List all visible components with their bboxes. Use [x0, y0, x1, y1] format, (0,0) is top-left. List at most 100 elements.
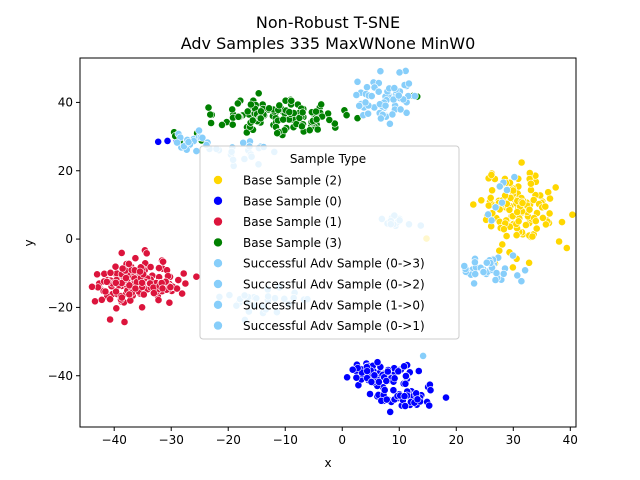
x-tick-label: 20 [449, 433, 464, 447]
chart-title: Non-Robust T-SNE [256, 13, 400, 32]
scatter-point [192, 147, 201, 155]
scatter-point [243, 107, 252, 116]
scatter-point [88, 282, 96, 291]
scatter-point [254, 89, 263, 98]
scatter-point [542, 220, 550, 229]
x-tick-label: −10 [273, 433, 298, 447]
scatter-point [568, 210, 577, 219]
scatter-point [118, 293, 126, 302]
x-axis-ticks: −40 −30 −20 −10 0 10 20 30 40 [102, 427, 578, 447]
scatter-point [509, 251, 517, 260]
scatter-point [562, 244, 571, 252]
scatter-point [265, 104, 273, 113]
scatter-point [111, 262, 120, 271]
scatter-point [173, 284, 181, 293]
legend-label-5: Successful Adv Sample (0->2) [243, 278, 425, 292]
scatter-point [487, 216, 496, 225]
scatter-point [513, 208, 522, 216]
scatter-point [312, 107, 320, 116]
scatter-point [521, 266, 529, 275]
scatter-point [482, 258, 491, 267]
scatter-point [139, 290, 148, 299]
legend-marker-3 [213, 237, 223, 248]
scatter-point [525, 205, 534, 214]
scatter-point [532, 224, 541, 233]
scatter-point [118, 264, 127, 273]
scatter-point [246, 100, 255, 109]
scatter-point [503, 186, 511, 194]
series-5-points [460, 173, 529, 288]
scatter-point [256, 114, 265, 123]
scatter-point [426, 386, 435, 395]
scatter-point [539, 213, 547, 222]
scatter-point [131, 254, 140, 263]
scatter-point [513, 271, 522, 280]
scatter-point [179, 269, 188, 278]
scatter-point [471, 270, 480, 278]
legend-label-0: Base Sample (2) [243, 174, 342, 188]
scatter-point [414, 367, 423, 375]
scatter-point [159, 257, 167, 266]
scatter-point [389, 95, 398, 104]
scatter-point [442, 393, 450, 402]
scatter-point [491, 276, 500, 284]
scatter-point [558, 218, 566, 226]
scatter-point [499, 225, 508, 234]
scatter-point [376, 114, 385, 123]
x-tick-label: 40 [563, 433, 578, 447]
scatter-point [545, 209, 554, 218]
scatter-point [517, 277, 526, 286]
legend-marker-7 [213, 320, 223, 331]
scatter-point [401, 402, 410, 410]
scatter-point [158, 284, 167, 293]
scatter-point [106, 295, 114, 304]
y-tick-label: 0 [65, 232, 73, 246]
scatter-point [228, 105, 237, 114]
scatter-point [155, 264, 163, 272]
scatter-point [460, 262, 469, 270]
scatter-point [544, 188, 553, 197]
chart-subtitle: Adv Samples 335 MaxWNone MinW0 [181, 34, 476, 53]
x-tick-label: −40 [102, 433, 127, 447]
scatter-point [305, 126, 314, 135]
x-tick-label: −30 [159, 433, 184, 447]
legend-marker-0 [213, 175, 223, 185]
scatter-point [492, 269, 501, 277]
scatter-point [470, 258, 479, 267]
scatter-point [367, 377, 376, 386]
scatter-point [166, 283, 175, 292]
scatter-point [257, 107, 265, 116]
scatter-point [287, 96, 296, 105]
scatter-point [122, 274, 130, 282]
scatter-point [514, 217, 523, 226]
scatter-point [402, 108, 411, 117]
scatter-point [495, 182, 504, 191]
scatter-point [248, 116, 257, 125]
scatter-point [509, 263, 517, 272]
scatter-point [146, 263, 155, 271]
scatter-point [404, 79, 413, 88]
scatter-point [195, 126, 203, 135]
scatter-point [425, 401, 434, 410]
scatter-point [382, 395, 391, 404]
legend-items: Base Sample (2) Base Sample (0) Base Sampl… [213, 174, 425, 333]
scatter-point [206, 110, 215, 119]
scatter-point [479, 268, 488, 276]
scatter-point [374, 87, 383, 96]
scatter-point [173, 138, 181, 147]
legend-label-2: Base Sample (1) [243, 215, 342, 229]
scatter-point [111, 278, 120, 287]
scatter-point [275, 101, 284, 110]
y-axis-ticks: −40 −20 0 20 40 [48, 95, 80, 383]
scatter-point [376, 67, 385, 76]
scatter-point [112, 287, 120, 296]
scatter-point [546, 194, 554, 203]
scatter-point [517, 158, 526, 167]
legend-marker-1 [213, 196, 223, 206]
scatter-point [218, 121, 226, 129]
scatter-point [192, 272, 201, 281]
scatter-point [486, 193, 495, 202]
scatter-point [395, 68, 404, 77]
scatter-point [142, 249, 151, 258]
scatter-point [394, 367, 403, 376]
